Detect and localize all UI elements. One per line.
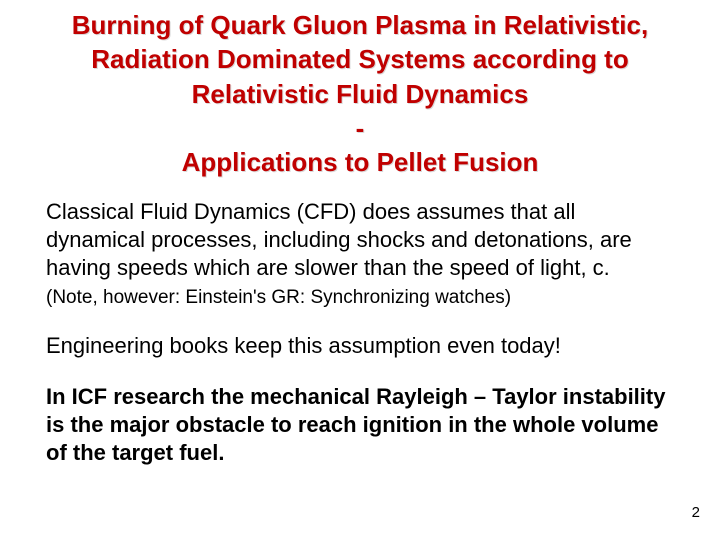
title-line-3: Relativistic Fluid Dynamics [28,77,692,111]
title-line-1: Burning of Quark Gluon Plasma in Relativ… [28,8,692,42]
paragraph-2: Engineering books keep this assumption e… [46,332,678,360]
title-block: Burning of Quark Gluon Plasma in Relativ… [28,8,692,180]
paragraph-1: Classical Fluid Dynamics (CFD) does assu… [46,198,678,311]
paragraph-1-main: Classical Fluid Dynamics (CFD) does assu… [46,199,632,280]
title-line-5: Applications to Pellet Fusion [28,145,692,179]
title-line-2: Radiation Dominated Systems according to [28,42,692,76]
body-block: Classical Fluid Dynamics (CFD) does assu… [28,198,692,467]
paragraph-3: In ICF research the mechanical Rayleigh … [46,383,678,467]
slide: Burning of Quark Gluon Plasma in Relativ… [0,0,720,540]
page-number: 2 [692,504,700,521]
paragraph-1-note: (Note, however: Einstein's GR: Synchroni… [46,287,511,308]
title-line-4: - [28,111,692,145]
